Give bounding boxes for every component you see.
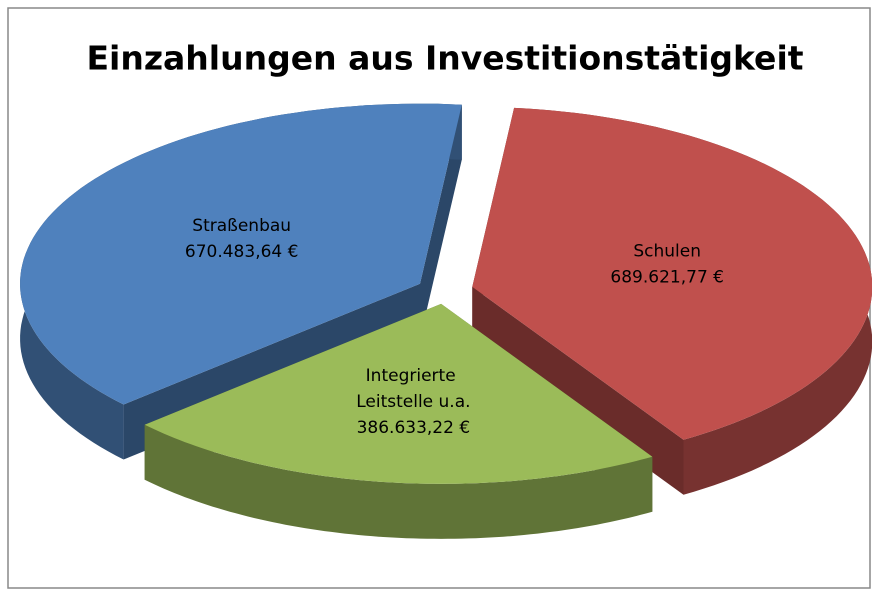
slice-top	[144, 303, 653, 484]
value-label: 670.483,64 €	[185, 242, 299, 262]
slice-label: Integrierte Leitstelle u.a.	[356, 366, 470, 412]
slice-label: Schulen	[633, 242, 701, 262]
value-label: 386.633,22 €	[357, 418, 471, 438]
value-label: 689.621,77 €	[610, 268, 724, 288]
label-line: Leitstelle u.a.	[356, 392, 470, 412]
slice-top	[20, 103, 462, 405]
chart-title: Einzahlungen aus Investitionstätigkeit	[86, 39, 803, 78]
slice: Integrierte Leitstelle u.a. 386.633,22 €	[144, 303, 653, 539]
slice-label: Straßenbau	[192, 216, 291, 236]
slice-wall	[144, 424, 653, 539]
slice-top	[472, 107, 872, 440]
label-line: Integrierte	[366, 366, 461, 386]
slice-side	[420, 104, 462, 339]
